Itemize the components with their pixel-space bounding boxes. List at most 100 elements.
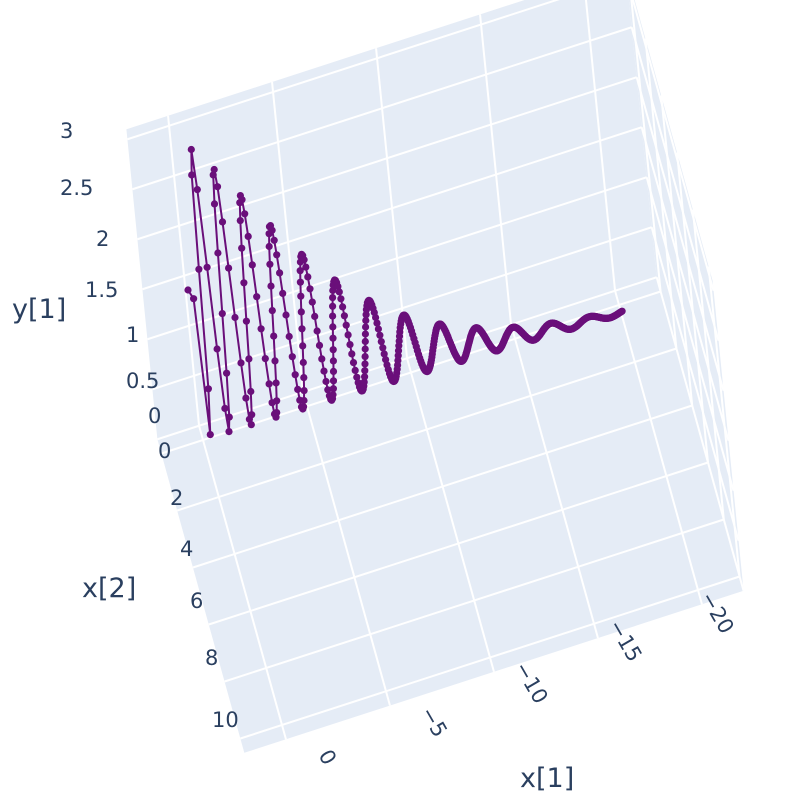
trace-point[interactable] <box>242 394 250 402</box>
trace-point[interactable] <box>204 385 212 393</box>
trace-point[interactable] <box>618 307 626 315</box>
trace-point[interactable] <box>337 295 345 303</box>
trace-point[interactable] <box>294 385 302 393</box>
trace-point[interactable] <box>340 312 348 320</box>
trace-point[interactable] <box>248 261 256 269</box>
trace-point[interactable] <box>329 286 337 295</box>
trace-point[interactable] <box>270 236 278 244</box>
trace-point[interactable] <box>225 413 233 421</box>
trace-point[interactable] <box>238 244 246 252</box>
trace-point[interactable] <box>320 367 328 375</box>
trace-point[interactable] <box>218 218 227 226</box>
trace-point[interactable] <box>335 288 343 296</box>
trace-point[interactable] <box>223 369 231 377</box>
trace-point[interactable] <box>298 325 306 333</box>
trace-point[interactable] <box>268 307 276 315</box>
trace-point[interactable] <box>184 286 192 294</box>
trace-point[interactable] <box>329 323 337 331</box>
trace-point[interactable] <box>214 249 222 257</box>
trace-point[interactable] <box>213 183 222 191</box>
trace-point[interactable] <box>379 344 387 352</box>
trace-point[interactable] <box>329 391 337 399</box>
trace-point[interactable] <box>190 295 198 303</box>
trace-point[interactable] <box>373 319 381 327</box>
trace-point[interactable] <box>288 353 296 361</box>
trace-point[interactable] <box>242 317 250 325</box>
trace-point[interactable] <box>268 226 276 234</box>
trace-point[interactable] <box>353 373 361 381</box>
trace-point[interactable] <box>377 338 385 346</box>
trace-point[interactable] <box>322 377 330 386</box>
trace-point[interactable] <box>361 337 369 346</box>
trace-point[interactable] <box>270 332 278 340</box>
trace-point[interactable] <box>279 289 287 297</box>
trace-point[interactable] <box>300 374 308 382</box>
trace-point[interactable] <box>362 323 370 331</box>
trace-point[interactable] <box>210 200 219 208</box>
trace-point[interactable] <box>296 278 304 286</box>
trace-point[interactable] <box>300 396 308 405</box>
trace-point[interactable] <box>231 313 239 322</box>
trace-point[interactable] <box>237 359 245 367</box>
trace-point[interactable] <box>296 267 304 275</box>
trace-point[interactable] <box>299 358 307 367</box>
trace-point[interactable] <box>261 355 269 363</box>
trace-point[interactable] <box>349 359 358 367</box>
trace-point[interactable] <box>266 260 274 268</box>
trace-point[interactable] <box>273 251 281 259</box>
trace-point[interactable] <box>344 331 352 339</box>
trace-point[interactable] <box>302 263 310 271</box>
trace-point[interactable] <box>300 387 308 395</box>
trace-point[interactable] <box>221 404 229 412</box>
trace-point[interactable] <box>329 294 337 302</box>
trace-y1[interactable] <box>184 145 626 439</box>
trace-point[interactable] <box>297 292 305 300</box>
trace-point[interactable] <box>361 330 369 338</box>
trace-point[interactable] <box>193 186 201 194</box>
trace-point[interactable] <box>324 386 332 394</box>
trace-point[interactable] <box>240 279 248 287</box>
trace-point[interactable] <box>210 165 218 174</box>
trace-point[interactable] <box>351 366 359 374</box>
trace-point[interactable] <box>300 256 308 264</box>
trace-point[interactable] <box>376 331 384 339</box>
trace-point[interactable] <box>329 312 337 320</box>
trace-point[interactable] <box>313 327 321 335</box>
trace-point[interactable] <box>304 273 312 281</box>
trace-point[interactable] <box>265 242 273 251</box>
trace-point[interactable] <box>247 387 255 396</box>
trace-point[interactable] <box>361 353 369 361</box>
trace-point[interactable] <box>273 409 281 417</box>
trace-point[interactable] <box>329 377 338 385</box>
trace-point[interactable] <box>300 403 308 411</box>
trace-point[interactable] <box>218 310 226 318</box>
trace-point[interactable] <box>329 302 337 310</box>
trace-point[interactable] <box>372 313 380 322</box>
trace-point[interactable] <box>311 312 319 320</box>
trace-point[interactable] <box>308 298 316 306</box>
trace-point[interactable] <box>297 308 305 316</box>
trace-point[interactable] <box>315 341 324 349</box>
trace-point[interactable] <box>329 367 338 375</box>
trace-point[interactable] <box>360 378 368 386</box>
trace-point[interactable] <box>291 371 299 379</box>
trace-point[interactable] <box>339 303 347 311</box>
trace-point[interactable] <box>276 269 284 277</box>
trace-point[interactable] <box>203 263 211 271</box>
trace-point[interactable] <box>247 421 255 429</box>
trace-point[interactable] <box>253 293 261 301</box>
trace-point[interactable] <box>299 342 307 350</box>
trace-point[interactable] <box>329 346 337 354</box>
trace-point[interactable] <box>329 357 337 365</box>
trace-point[interactable] <box>361 367 369 375</box>
trace-point[interactable] <box>236 217 244 225</box>
trace-point[interactable] <box>248 411 256 419</box>
trace-point[interactable] <box>361 345 369 353</box>
trace-point[interactable] <box>225 264 233 272</box>
trace-point[interactable] <box>195 265 203 273</box>
trace-point[interactable] <box>273 397 281 405</box>
trace-point[interactable] <box>238 196 246 204</box>
trace-point[interactable] <box>361 360 369 368</box>
trace-point[interactable] <box>225 428 233 436</box>
